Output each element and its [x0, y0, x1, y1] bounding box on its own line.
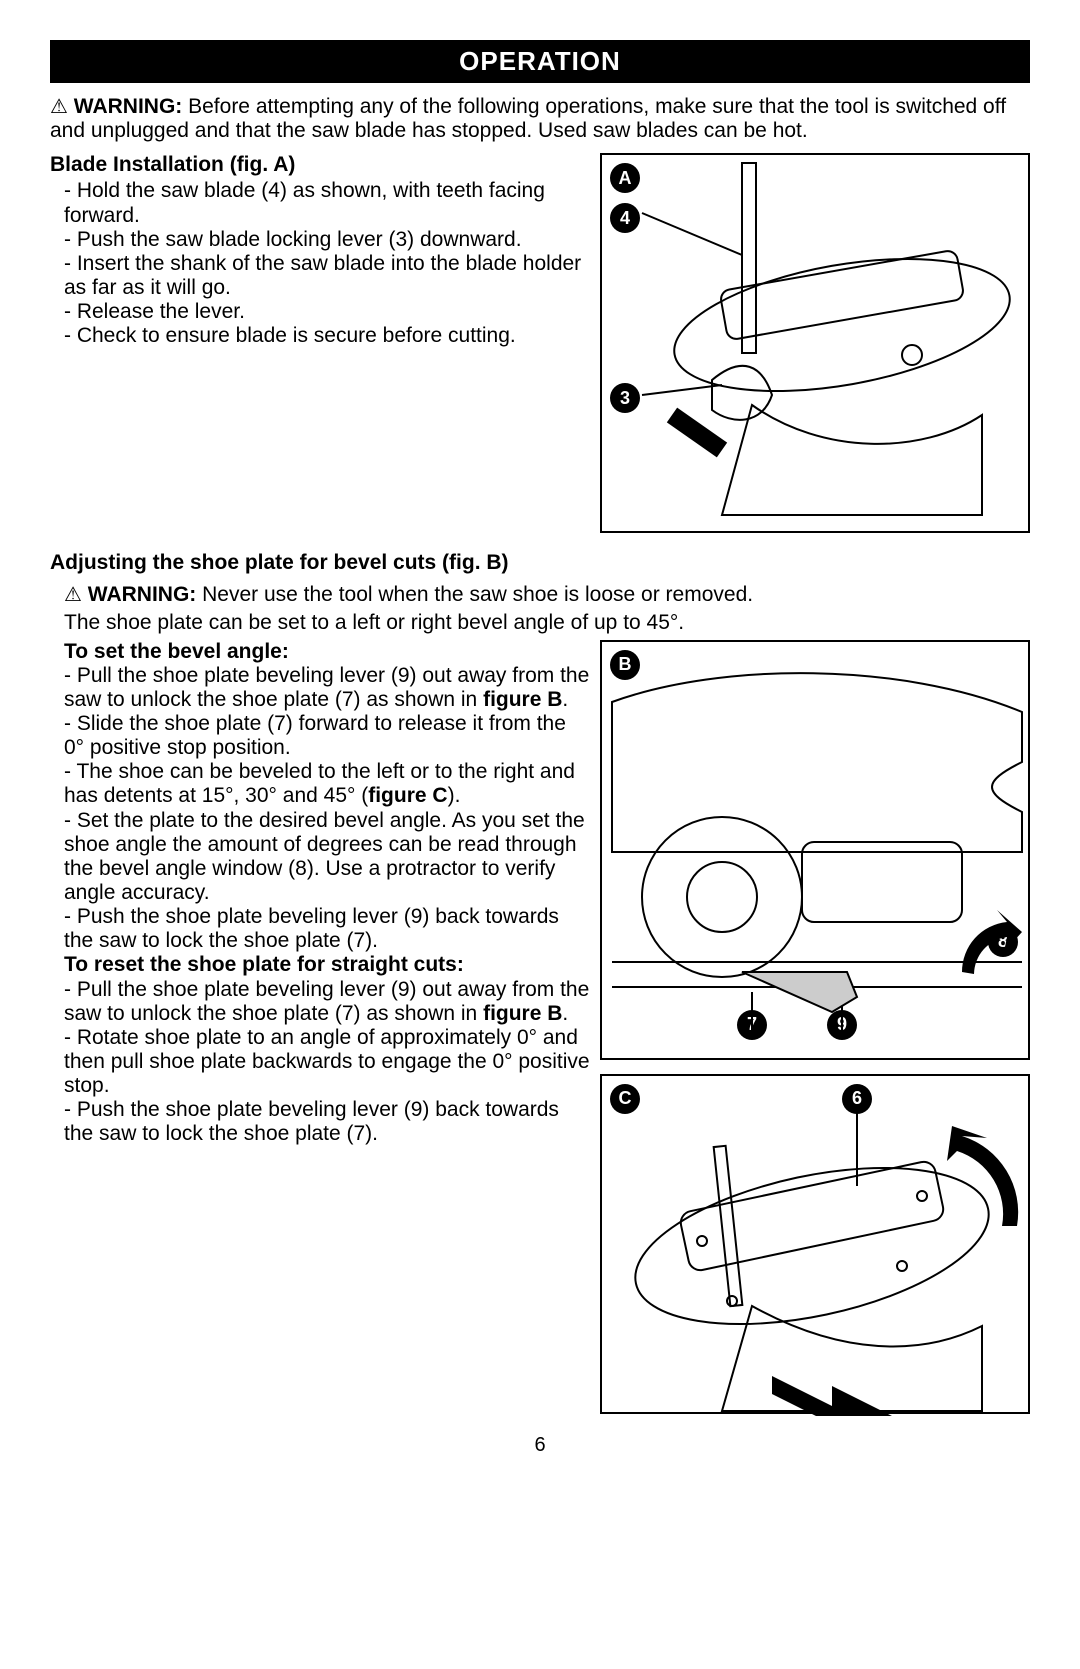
- warning-text: Never use the tool when the saw shoe is …: [196, 583, 753, 606]
- step: - Push the shoe plate beveling lever (9)…: [64, 905, 590, 953]
- step: - Release the lever.: [64, 300, 590, 324]
- step: - The shoe can be beveled to the left or…: [64, 760, 590, 808]
- blade-install-text: Blade Installation (fig. A) - Hold the s…: [50, 153, 590, 533]
- figure-a-col: A 4 3: [600, 153, 1030, 533]
- step: - Insert the shank of the saw blade into…: [64, 252, 590, 300]
- figure-c: C 6: [600, 1074, 1030, 1414]
- warning-icon: ⚠: [50, 96, 68, 119]
- figure-b: B 7 8 9: [600, 640, 1030, 1060]
- page-number: 6: [50, 1434, 1030, 1457]
- section-header: OPERATION: [50, 40, 1030, 83]
- bevel-warning: ⚠ WARNING: Never use the tool when the s…: [50, 583, 1030, 607]
- set-bevel-heading: To set the bevel angle:: [64, 640, 590, 664]
- warning-text: Before attempting any of the following o…: [50, 95, 1006, 142]
- figures-bc-col: B 7 8 9: [600, 640, 1030, 1414]
- bevel-text: To set the bevel angle: - Pull the shoe …: [50, 640, 590, 1414]
- step: - Slide the shoe plate (7) forward to re…: [64, 712, 590, 760]
- blade-install-steps: - Hold the saw blade (4) as shown, with …: [50, 179, 590, 348]
- bevel-heading: Adjusting the shoe plate for bevel cuts …: [50, 551, 1030, 575]
- bevel-row: To set the bevel angle: - Pull the shoe …: [50, 640, 1030, 1414]
- figure-c-art: [602, 1076, 1032, 1416]
- blade-install-row: Blade Installation (fig. A) - Hold the s…: [50, 153, 1030, 533]
- blade-install-heading: Blade Installation (fig. A): [50, 153, 590, 177]
- warning-label: WARNING:: [74, 95, 183, 118]
- top-warning: ⚠ WARNING: Before attempting any of the …: [50, 95, 1030, 143]
- step: - Pull the shoe plate beveling lever (9)…: [64, 978, 590, 1026]
- step: - Rotate shoe plate to an angle of appro…: [64, 1026, 590, 1098]
- step: - Push the saw blade locking lever (3) d…: [64, 228, 590, 252]
- figure-a: A 4 3: [600, 153, 1030, 533]
- step: - Hold the saw blade (4) as shown, with …: [64, 179, 590, 227]
- step: - Pull the shoe plate beveling lever (9)…: [64, 664, 590, 712]
- step: - Check to ensure blade is secure before…: [64, 324, 590, 348]
- figure-b-art: [602, 642, 1032, 1062]
- figure-a-art: [602, 155, 1032, 535]
- step: - Set the plate to the desired bevel ang…: [64, 809, 590, 906]
- warning-icon: ⚠: [64, 584, 82, 607]
- step: - Push the shoe plate beveling lever (9)…: [64, 1098, 590, 1146]
- warning-label: WARNING:: [88, 583, 197, 606]
- bevel-intro: The shoe plate can be set to a left or r…: [50, 611, 1030, 635]
- reset-heading: To reset the shoe plate for straight cut…: [64, 953, 590, 977]
